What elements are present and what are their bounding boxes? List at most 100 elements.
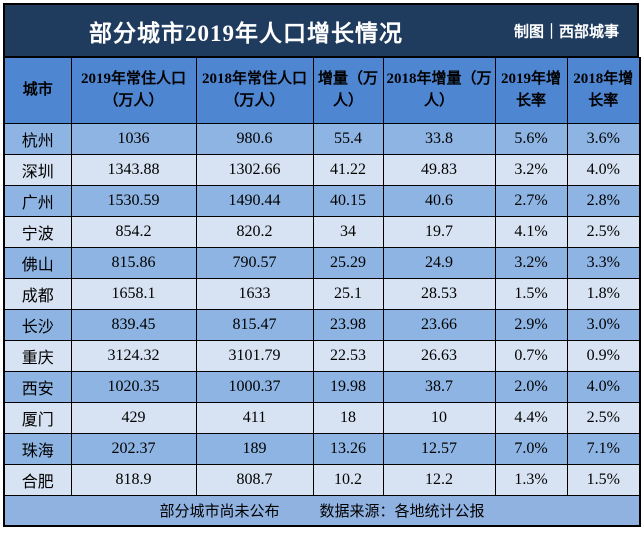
footer-source: 数据来源：各地统计公报: [319, 503, 485, 520]
column-header: 2019年增长率: [494, 57, 568, 124]
city-cell: 西安: [3, 371, 72, 403]
value-cell: 3.2%: [494, 247, 568, 279]
value-cell: 2.7%: [494, 185, 568, 217]
column-header: 2018年常住人口（万人）: [195, 57, 314, 124]
value-cell: 40.6: [382, 185, 496, 217]
value-cell: 7.0%: [494, 433, 568, 465]
value-cell: 3.2%: [494, 154, 568, 186]
city-cell: 深圳: [3, 154, 72, 186]
city-cell: 珠海: [3, 433, 72, 465]
value-cell: 1490.44: [195, 185, 314, 217]
table-row: 成都 1658.1 1633 25.1 28.53 1.5% 1.8%: [3, 278, 641, 310]
value-cell: 38.7: [382, 371, 496, 403]
value-cell: 23.98: [312, 309, 384, 341]
credit-byline: 制图｜西部城事: [513, 24, 619, 40]
value-cell: 12.2: [382, 464, 496, 496]
value-cell: 1302.66: [195, 154, 314, 186]
value-cell: 2.5%: [566, 402, 641, 434]
value-cell: 4.0%: [566, 371, 641, 403]
table-row: 深圳 1343.88 1302.66 41.22 49.83 3.2% 4.0%: [3, 154, 641, 186]
page-title: 部分城市2019年人口增长情况: [89, 20, 403, 46]
value-cell: 818.9: [70, 464, 197, 496]
table-row: 宁波 854.2 820.2 34 19.7 4.1% 2.5%: [3, 216, 641, 248]
value-cell: 815.86: [70, 247, 197, 279]
value-cell: 1658.1: [70, 278, 197, 310]
value-cell: 28.53: [382, 278, 496, 310]
value-cell: 25.1: [312, 278, 384, 310]
value-cell: 55.4: [312, 123, 384, 155]
value-cell: 12.57: [382, 433, 496, 465]
value-cell: 808.7: [195, 464, 314, 496]
value-cell: 202.37: [70, 433, 197, 465]
value-cell: 4.4%: [494, 402, 568, 434]
value-cell: 3.0%: [566, 309, 641, 341]
value-cell: 1000.37: [195, 371, 314, 403]
table-row: 广州 1530.59 1490.44 40.15 40.6 2.7% 2.8%: [3, 185, 641, 217]
value-cell: 2.9%: [494, 309, 568, 341]
value-cell: 1633: [195, 278, 314, 310]
city-cell: 合肥: [3, 464, 72, 496]
table-row: 合肥 818.9 808.7 10.2 12.2 1.3% 1.5%: [3, 464, 641, 496]
value-cell: 7.1%: [566, 433, 641, 465]
value-cell: 411: [195, 402, 314, 434]
value-cell: 19.7: [382, 216, 496, 248]
infographic-poster: 部分城市2019年人口增长情况 制图｜西部城事 城市 2019年常住人口（万人） 2…: [3, 3, 641, 527]
table-footer-row: 部分城市尚未公布 数据来源：各地统计公报: [3, 495, 641, 526]
value-cell: 1020.35: [70, 371, 197, 403]
value-cell: 0.9%: [566, 340, 641, 372]
column-header: 城市: [3, 57, 72, 124]
city-cell: 佛山: [3, 247, 72, 279]
city-cell: 杭州: [3, 123, 72, 155]
value-cell: 1.3%: [494, 464, 568, 496]
value-cell: 429: [70, 402, 197, 434]
value-cell: 18: [312, 402, 384, 434]
value-cell: 13.26: [312, 433, 384, 465]
city-cell: 厦门: [3, 402, 72, 434]
value-cell: 1.8%: [566, 278, 641, 310]
value-cell: 41.22: [312, 154, 384, 186]
value-cell: 40.15: [312, 185, 384, 217]
city-cell: 成都: [3, 278, 72, 310]
table-body: 杭州 1036 980.6 55.4 33.8 5.6% 3.6% 深圳 1343.88 1302…: [3, 123, 641, 496]
value-cell: 3124.32: [70, 340, 197, 372]
value-cell: 33.8: [382, 123, 496, 155]
value-cell: 3101.79: [195, 340, 314, 372]
value-cell: 980.6: [195, 123, 314, 155]
value-cell: 3.3%: [566, 247, 641, 279]
table-row: 西安 1020.35 1000.37 19.98 38.7 2.0% 4.0%: [3, 371, 641, 403]
value-cell: 790.57: [195, 247, 314, 279]
value-cell: 49.83: [382, 154, 496, 186]
value-cell: 24.9: [382, 247, 496, 279]
value-cell: 820.2: [195, 216, 314, 248]
footer-note: 部分城市尚未公布: [159, 503, 280, 520]
table-header-row: 城市 2019年常住人口（万人） 2018年常住人口（万人） 增量（万人） 2018年增…: [3, 57, 641, 124]
title-bar: 部分城市2019年人口增长情况 制图｜西部城事: [3, 3, 639, 57]
table-row: 重庆 3124.32 3101.79 22.53 26.63 0.7% 0.9%: [3, 340, 641, 372]
value-cell: 22.53: [312, 340, 384, 372]
value-cell: 0.7%: [494, 340, 568, 372]
table-row: 厦门 429 411 18 10 4.4% 2.5%: [3, 402, 641, 434]
value-cell: 26.63: [382, 340, 496, 372]
column-header: 增量（万人）: [312, 57, 384, 124]
value-cell: 1343.88: [70, 154, 197, 186]
population-table: 城市 2019年常住人口（万人） 2018年常住人口（万人） 增量（万人） 2018年增…: [3, 57, 641, 527]
value-cell: 189: [195, 433, 314, 465]
city-cell: 重庆: [3, 340, 72, 372]
column-header: 2018年增长率: [566, 57, 641, 124]
city-cell: 广州: [3, 185, 72, 217]
footer-cell: 部分城市尚未公布 数据来源：各地统计公报: [3, 495, 641, 526]
table-row: 珠海 202.37 189 13.26 12.57 7.0% 7.1%: [3, 433, 641, 465]
value-cell: 10.2: [312, 464, 384, 496]
value-cell: 10: [382, 402, 496, 434]
value-cell: 1036: [70, 123, 197, 155]
column-header: 2019年常住人口（万人）: [70, 57, 197, 124]
value-cell: 839.45: [70, 309, 197, 341]
value-cell: 1.5%: [494, 278, 568, 310]
table-row: 长沙 839.45 815.47 23.98 23.66 2.9% 3.0%: [3, 309, 641, 341]
value-cell: 19.98: [312, 371, 384, 403]
value-cell: 3.6%: [566, 123, 641, 155]
value-cell: 2.8%: [566, 185, 641, 217]
value-cell: 23.66: [382, 309, 496, 341]
value-cell: 815.47: [195, 309, 314, 341]
value-cell: 34: [312, 216, 384, 248]
